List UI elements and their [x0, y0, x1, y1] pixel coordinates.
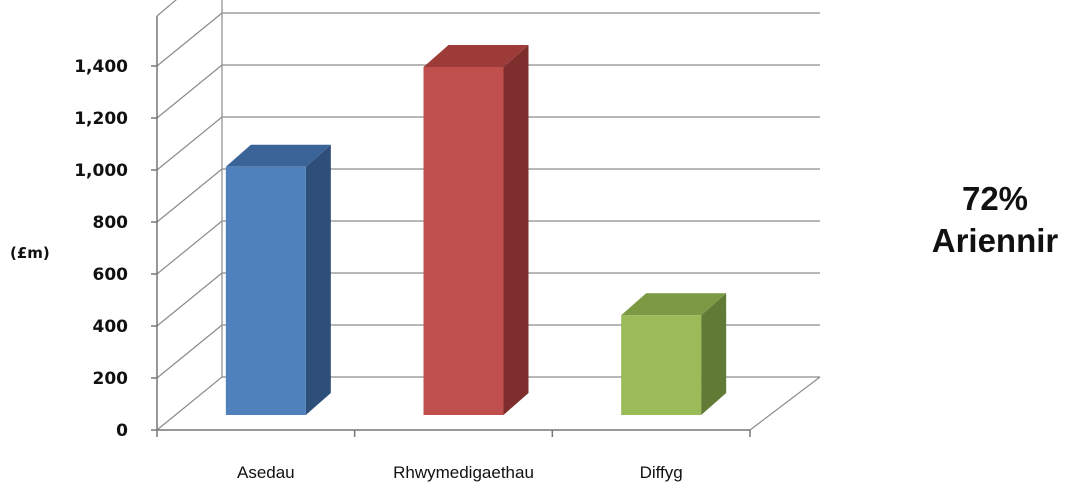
bar-front-rhwymedigaethau — [423, 67, 504, 415]
bar-diffyg — [621, 293, 727, 415]
gridline-side-5 — [156, 116, 223, 171]
axes — [151, 16, 751, 437]
gridline-side-2 — [156, 272, 223, 327]
callout-text: Ariennir — [931, 222, 1059, 259]
x-tick-label-2: Diffyg — [640, 463, 683, 482]
gridline-side-4 — [156, 168, 223, 223]
x-tick-label-1: Rhwymedigaethau — [393, 463, 534, 482]
bar-top-rhwymedigaethau — [423, 45, 529, 67]
y-tick-label-6: 1,200 — [74, 109, 128, 129]
gridline-side-1 — [156, 324, 223, 379]
bar-side-diffyg — [701, 293, 727, 415]
bar-side-asedau — [305, 144, 331, 415]
bar-front-diffyg — [621, 315, 702, 415]
floor-right-edge — [749, 376, 821, 431]
bar-top-diffyg — [621, 293, 727, 316]
bar-asedau — [225, 144, 331, 415]
y-tick-label-2: 400 — [93, 317, 129, 337]
bar-front-asedau — [225, 166, 306, 415]
bar-side-rhwymedigaethau — [503, 45, 529, 415]
labels: 0 200 400 600 800 1,000 1,200 1,400 Asedau Rhwyme… — [74, 57, 683, 482]
bar-rhwymedigaethau — [423, 45, 529, 415]
gridline-side-6 — [156, 64, 223, 119]
gridline-side-top — [156, 0, 177, 17]
gridline-side-0 — [156, 376, 223, 431]
y-tick-label-3: 600 — [93, 265, 129, 285]
y-axis-label: (£m) — [10, 244, 50, 262]
gridline-side-7 — [156, 12, 223, 67]
gridline-side-3 — [156, 220, 223, 275]
bars — [225, 45, 727, 415]
funding-callout: 72% Ariennir — [910, 178, 1080, 262]
y-tick-label-5: 1,000 — [74, 161, 128, 181]
y-tick-label-0: 0 — [116, 421, 128, 441]
y-tick-label-4: 800 — [93, 213, 129, 233]
callout-percent: 72% — [961, 180, 1029, 217]
y-tick-label-1: 200 — [93, 369, 129, 389]
bar-top-asedau — [225, 144, 331, 167]
x-tick-label-0: Asedau — [237, 463, 295, 482]
y-tick-label-7: 1,400 — [74, 57, 128, 77]
